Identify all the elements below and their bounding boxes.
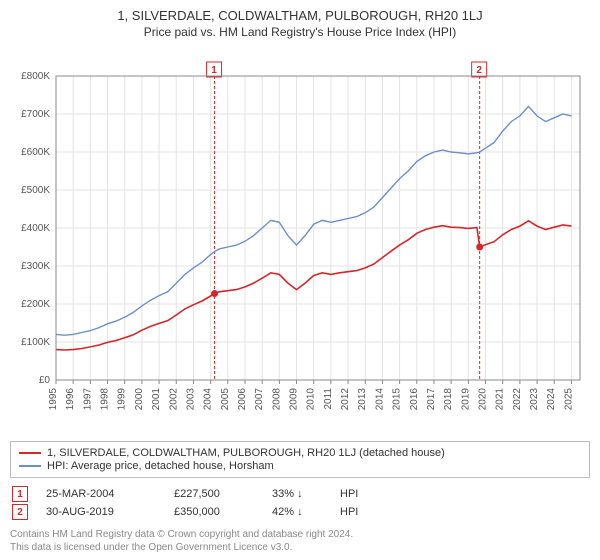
x-tick-label: 1999 <box>117 388 128 411</box>
x-tick-label: 2018 <box>443 388 454 411</box>
legend-swatch <box>19 465 41 467</box>
marker-table: 1 25-MAR-2004 £227,500 33% ↓ HPI 2 30-AUG-2019… <box>10 484 590 522</box>
y-tick-label: £300K <box>21 261 50 272</box>
footnote: Contains HM Land Registry data © Crown c… <box>10 528 590 554</box>
x-tick-label: 1998 <box>100 388 111 411</box>
y-tick-label: £500K <box>21 185 50 196</box>
y-tick-label: £800K <box>21 71 50 82</box>
legend-label: HPI: Average price, detached house, Hors… <box>47 460 274 472</box>
x-tick-label: 1996 <box>65 388 76 411</box>
chart-subtitle: Price paid vs. HM Land Registry's House … <box>10 25 590 39</box>
x-tick-label: 2013 <box>357 388 368 411</box>
x-tick-label: 2008 <box>271 388 282 411</box>
marker-ref: HPI <box>340 506 358 518</box>
marker-row: 2 30-AUG-2019 £350,000 42% ↓ HPI <box>10 504 590 520</box>
legend-row: HPI: Average price, detached house, Hors… <box>19 460 581 472</box>
x-tick-label: 2002 <box>168 388 179 411</box>
figure-container: 1, SILVERDALE, COLDWALTHAM, PULBOROUGH, … <box>0 0 600 560</box>
x-tick-label: 2006 <box>237 388 248 411</box>
legend-swatch <box>19 452 41 454</box>
x-tick-label: 2001 <box>151 388 162 411</box>
y-tick-label: £700K <box>21 109 50 120</box>
x-tick-label: 2007 <box>254 388 265 411</box>
marker-price: £350,000 <box>174 506 254 518</box>
x-tick-label: 2010 <box>306 388 317 411</box>
chart-area: £0 £100K £200K £300K £400K £500K £600K £700K £80… <box>10 45 590 435</box>
marker-price: £227,500 <box>174 488 254 500</box>
x-tick-label: 2021 <box>495 388 506 411</box>
footnote-line: Contains HM Land Registry data © Crown c… <box>10 528 590 541</box>
x-tick-label: 2016 <box>409 388 420 411</box>
x-tick-label: 2011 <box>323 388 334 410</box>
y-tick-label: £600K <box>21 147 50 158</box>
x-tick-label: 2014 <box>374 388 385 411</box>
marker-row: 1 25-MAR-2004 £227,500 33% ↓ HPI <box>10 486 590 502</box>
x-tick-label: 2024 <box>546 388 557 411</box>
x-tick-label: 2003 <box>185 388 196 411</box>
x-tick-label: 1997 <box>82 388 93 411</box>
y-tick-label: £0 <box>39 375 51 386</box>
legend-label: 1, SILVERDALE, COLDWALTHAM, PULBOROUGH, … <box>47 447 445 459</box>
y-tick-label: £100K <box>21 337 50 348</box>
marker-delta: 42% ↓ <box>272 506 322 518</box>
y-tick-label: £400K <box>21 223 50 234</box>
legend-row: 1, SILVERDALE, COLDWALTHAM, PULBOROUGH, … <box>19 447 581 459</box>
x-tick-label: 2017 <box>426 388 437 411</box>
marker-badge: 1 <box>12 486 28 502</box>
footnote-line: This data is licensed under the Open Gov… <box>10 541 590 554</box>
legend: 1, SILVERDALE, COLDWALTHAM, PULBOROUGH, … <box>10 441 590 478</box>
y-tick-label: £200K <box>21 299 50 310</box>
x-tick-label: 2020 <box>478 388 489 411</box>
marker-ref: HPI <box>340 488 358 500</box>
marker-delta: 33% ↓ <box>272 488 322 500</box>
marker-date: 25-MAR-2004 <box>46 488 156 500</box>
marker-date: 30-AUG-2019 <box>46 506 156 518</box>
x-tick-label: 2004 <box>203 388 214 411</box>
x-tick-label: 2012 <box>340 388 351 411</box>
line-chart: £0 £100K £200K £300K £400K £500K £600K £700K £80… <box>10 45 590 435</box>
x-tick-label: 2019 <box>460 388 471 411</box>
x-tick-label: 2015 <box>392 388 403 411</box>
x-tick-label: 2025 <box>563 388 574 411</box>
chart-title: 1, SILVERDALE, COLDWALTHAM, PULBOROUGH, … <box>10 8 590 23</box>
marker-badge: 2 <box>12 504 28 520</box>
x-tick-label: 2022 <box>512 388 523 411</box>
sale-marker-number: 1 <box>211 65 217 76</box>
x-tick-label: 2000 <box>134 388 145 411</box>
x-tick-label: 2009 <box>289 388 300 411</box>
x-tick-label: 1995 <box>48 388 59 411</box>
sale-marker-number: 2 <box>476 65 482 76</box>
x-tick-label: 2023 <box>529 388 540 411</box>
x-tick-label: 2005 <box>220 388 231 411</box>
